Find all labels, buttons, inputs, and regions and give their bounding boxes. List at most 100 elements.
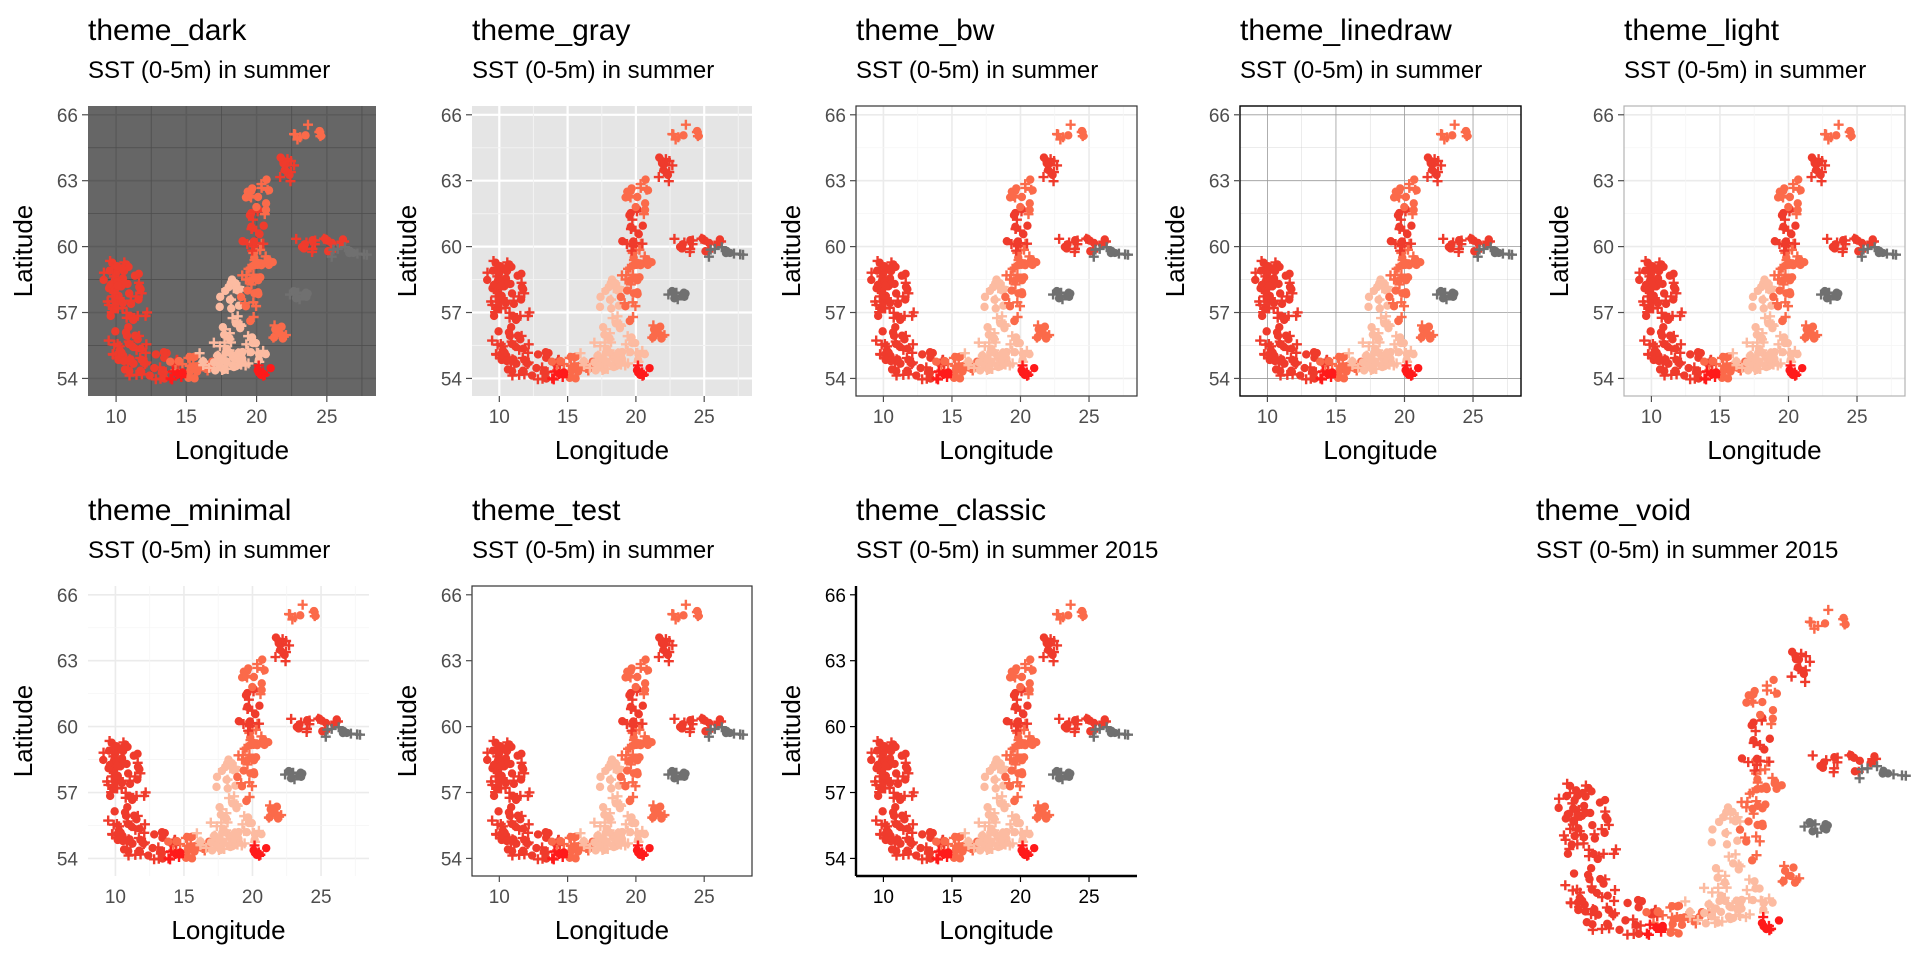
data-point <box>1726 914 1735 924</box>
data-point <box>1324 356 1333 366</box>
data-point-plus <box>1837 246 1848 257</box>
data-point-plus <box>490 307 501 318</box>
data-point <box>1700 357 1709 366</box>
panel-border <box>855 105 1138 397</box>
data-point <box>640 679 650 688</box>
data-point-plus <box>973 817 984 828</box>
data-point <box>626 827 635 837</box>
data-point-plus <box>1603 819 1614 830</box>
data-point <box>1393 211 1403 220</box>
data-point-plus <box>109 287 120 298</box>
data-point <box>261 349 270 359</box>
data-point-plus <box>117 302 128 313</box>
data-point-plus <box>692 611 703 622</box>
data-point-plus <box>1564 844 1575 855</box>
data-point <box>880 761 890 770</box>
data-point-plus <box>1038 652 1049 663</box>
data-point <box>573 367 583 376</box>
data-point-plus <box>1735 861 1746 872</box>
data-point <box>242 827 252 837</box>
data-point <box>596 292 605 302</box>
data-point <box>1653 907 1663 916</box>
data-point-plus <box>1436 129 1447 140</box>
data-point-plus <box>163 853 174 864</box>
data-point <box>126 355 135 364</box>
data-point <box>1444 242 1454 252</box>
data-point-plus <box>1858 244 1869 255</box>
data-point <box>1674 901 1684 910</box>
data-point <box>190 374 199 383</box>
data-point-plus <box>1389 274 1400 285</box>
data-point-plus <box>874 787 885 798</box>
data-point <box>614 348 623 357</box>
data-point <box>187 854 197 863</box>
data-points <box>482 599 749 865</box>
data-point-plus <box>1058 132 1069 143</box>
data-point <box>502 356 512 366</box>
data-points <box>1250 119 1517 385</box>
data-point-plus <box>990 774 1001 785</box>
data-point <box>958 367 967 376</box>
data-point <box>940 356 949 366</box>
y-tick-label: 54 <box>1593 369 1615 390</box>
data-point <box>112 761 122 770</box>
data-point-plus <box>184 842 195 853</box>
data-point-plus <box>1399 225 1410 236</box>
y-tick-label: 60 <box>1593 238 1614 259</box>
data-point <box>1665 271 1675 280</box>
data-point <box>616 772 626 782</box>
data-point <box>618 236 627 246</box>
data-point-plus <box>1844 750 1855 761</box>
data-point-plus <box>237 819 248 830</box>
data-point <box>250 835 259 844</box>
data-point <box>1752 754 1762 764</box>
data-point-plus <box>1574 901 1585 912</box>
data-point-plus <box>597 845 608 856</box>
data-point <box>912 851 921 860</box>
y-tick-label: 57 <box>1209 304 1230 325</box>
data-point <box>1300 363 1309 373</box>
data-point <box>245 211 255 220</box>
data-point <box>130 331 140 340</box>
data-point-plus <box>165 846 176 857</box>
data-point-plus <box>579 360 590 371</box>
data-point <box>505 331 515 340</box>
data-point-plus <box>511 792 522 803</box>
data-point-plus <box>1751 850 1762 861</box>
y-tick-label: 66 <box>825 106 846 127</box>
data-point <box>998 348 1008 357</box>
data-point-plus <box>98 747 109 758</box>
data-point <box>618 716 627 726</box>
data-point <box>1748 292 1758 302</box>
data-point-plus <box>950 840 961 851</box>
x-axis-label: Longitude <box>1323 435 1437 465</box>
data-point-plus <box>639 731 650 742</box>
data-point-plus <box>871 815 882 826</box>
data-point-plus <box>1012 792 1023 803</box>
data-point-plus <box>567 362 578 373</box>
data-point-plus <box>1699 373 1710 384</box>
data-point-plus <box>241 339 252 350</box>
data-point <box>633 192 642 202</box>
data-point <box>984 330 994 339</box>
data-point-plus <box>1754 836 1765 847</box>
data-point-plus <box>1399 301 1410 312</box>
data-point-plus <box>1453 246 1464 257</box>
data-point <box>1780 184 1789 193</box>
data-point <box>223 784 232 793</box>
data-point <box>1780 866 1790 876</box>
data-point-plus <box>1760 764 1771 775</box>
data-point <box>1316 357 1325 366</box>
data-point <box>1029 843 1039 853</box>
y-tick-label: 54 <box>441 369 463 390</box>
x-tick-label: 25 <box>694 887 715 908</box>
data-point-plus <box>1764 756 1775 767</box>
data-point-plus <box>114 293 125 304</box>
data-point-plus <box>1554 793 1565 804</box>
data-point-plus <box>1743 757 1754 768</box>
data-point <box>123 819 133 829</box>
data-point-plus <box>488 255 499 266</box>
data-point-plus <box>103 815 114 826</box>
data-point-plus <box>1804 656 1815 667</box>
data-point-plus <box>1754 740 1765 751</box>
